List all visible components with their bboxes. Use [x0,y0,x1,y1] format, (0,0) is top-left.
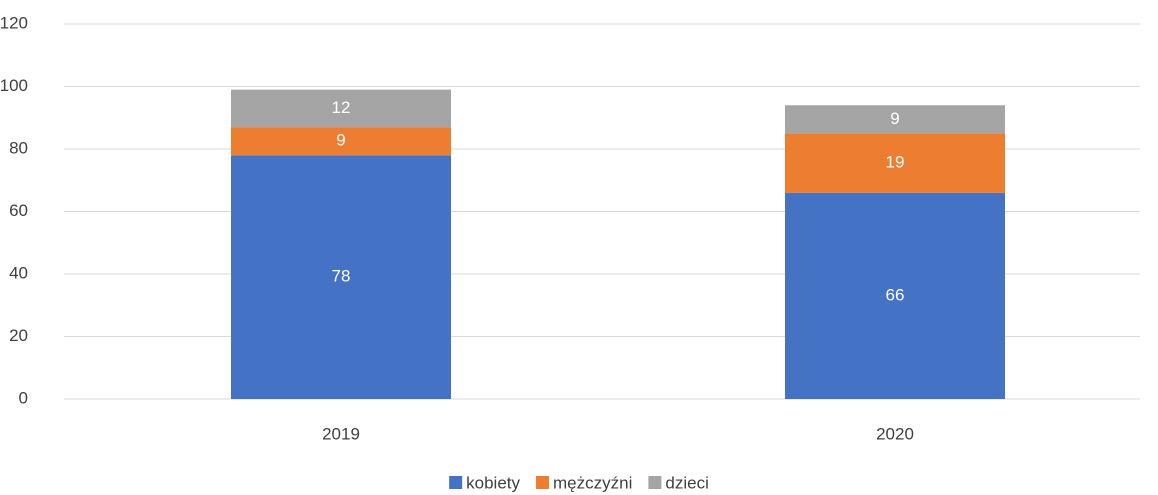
data-label: 78 [332,267,351,286]
legend-swatch [648,476,662,489]
x-tick-label: 2020 [876,424,914,443]
y-tick-label: 120 [0,13,28,32]
legend-swatch [449,476,463,489]
legend-label: dzieci [665,473,708,492]
bar-segment [231,127,451,156]
data-label: 9 [890,109,899,128]
bar-segment [231,89,451,128]
data-label: 9 [336,131,345,150]
y-tick-label: 80 [9,138,28,157]
y-tick-label: 60 [9,201,28,220]
bar-segment [231,155,451,399]
y-tick-label: 0 [19,388,28,407]
legend: kobiety mężczyźni dzieci [449,473,709,492]
bar-segment [785,192,1005,399]
y-tick-label: 100 [0,76,28,95]
y-tick-label: 20 [9,326,28,345]
data-label: 19 [886,153,905,172]
bar-segment [785,105,1005,134]
legend-label: mężczyźni [553,473,632,492]
data-label: 12 [332,98,351,117]
legend-label: kobiety [466,473,520,492]
x-tick-label: 2019 [322,424,360,443]
legend-swatch [536,476,550,489]
bar-segment [785,133,1005,193]
data-label: 66 [886,285,905,304]
y-tick-label: 40 [9,263,28,282]
